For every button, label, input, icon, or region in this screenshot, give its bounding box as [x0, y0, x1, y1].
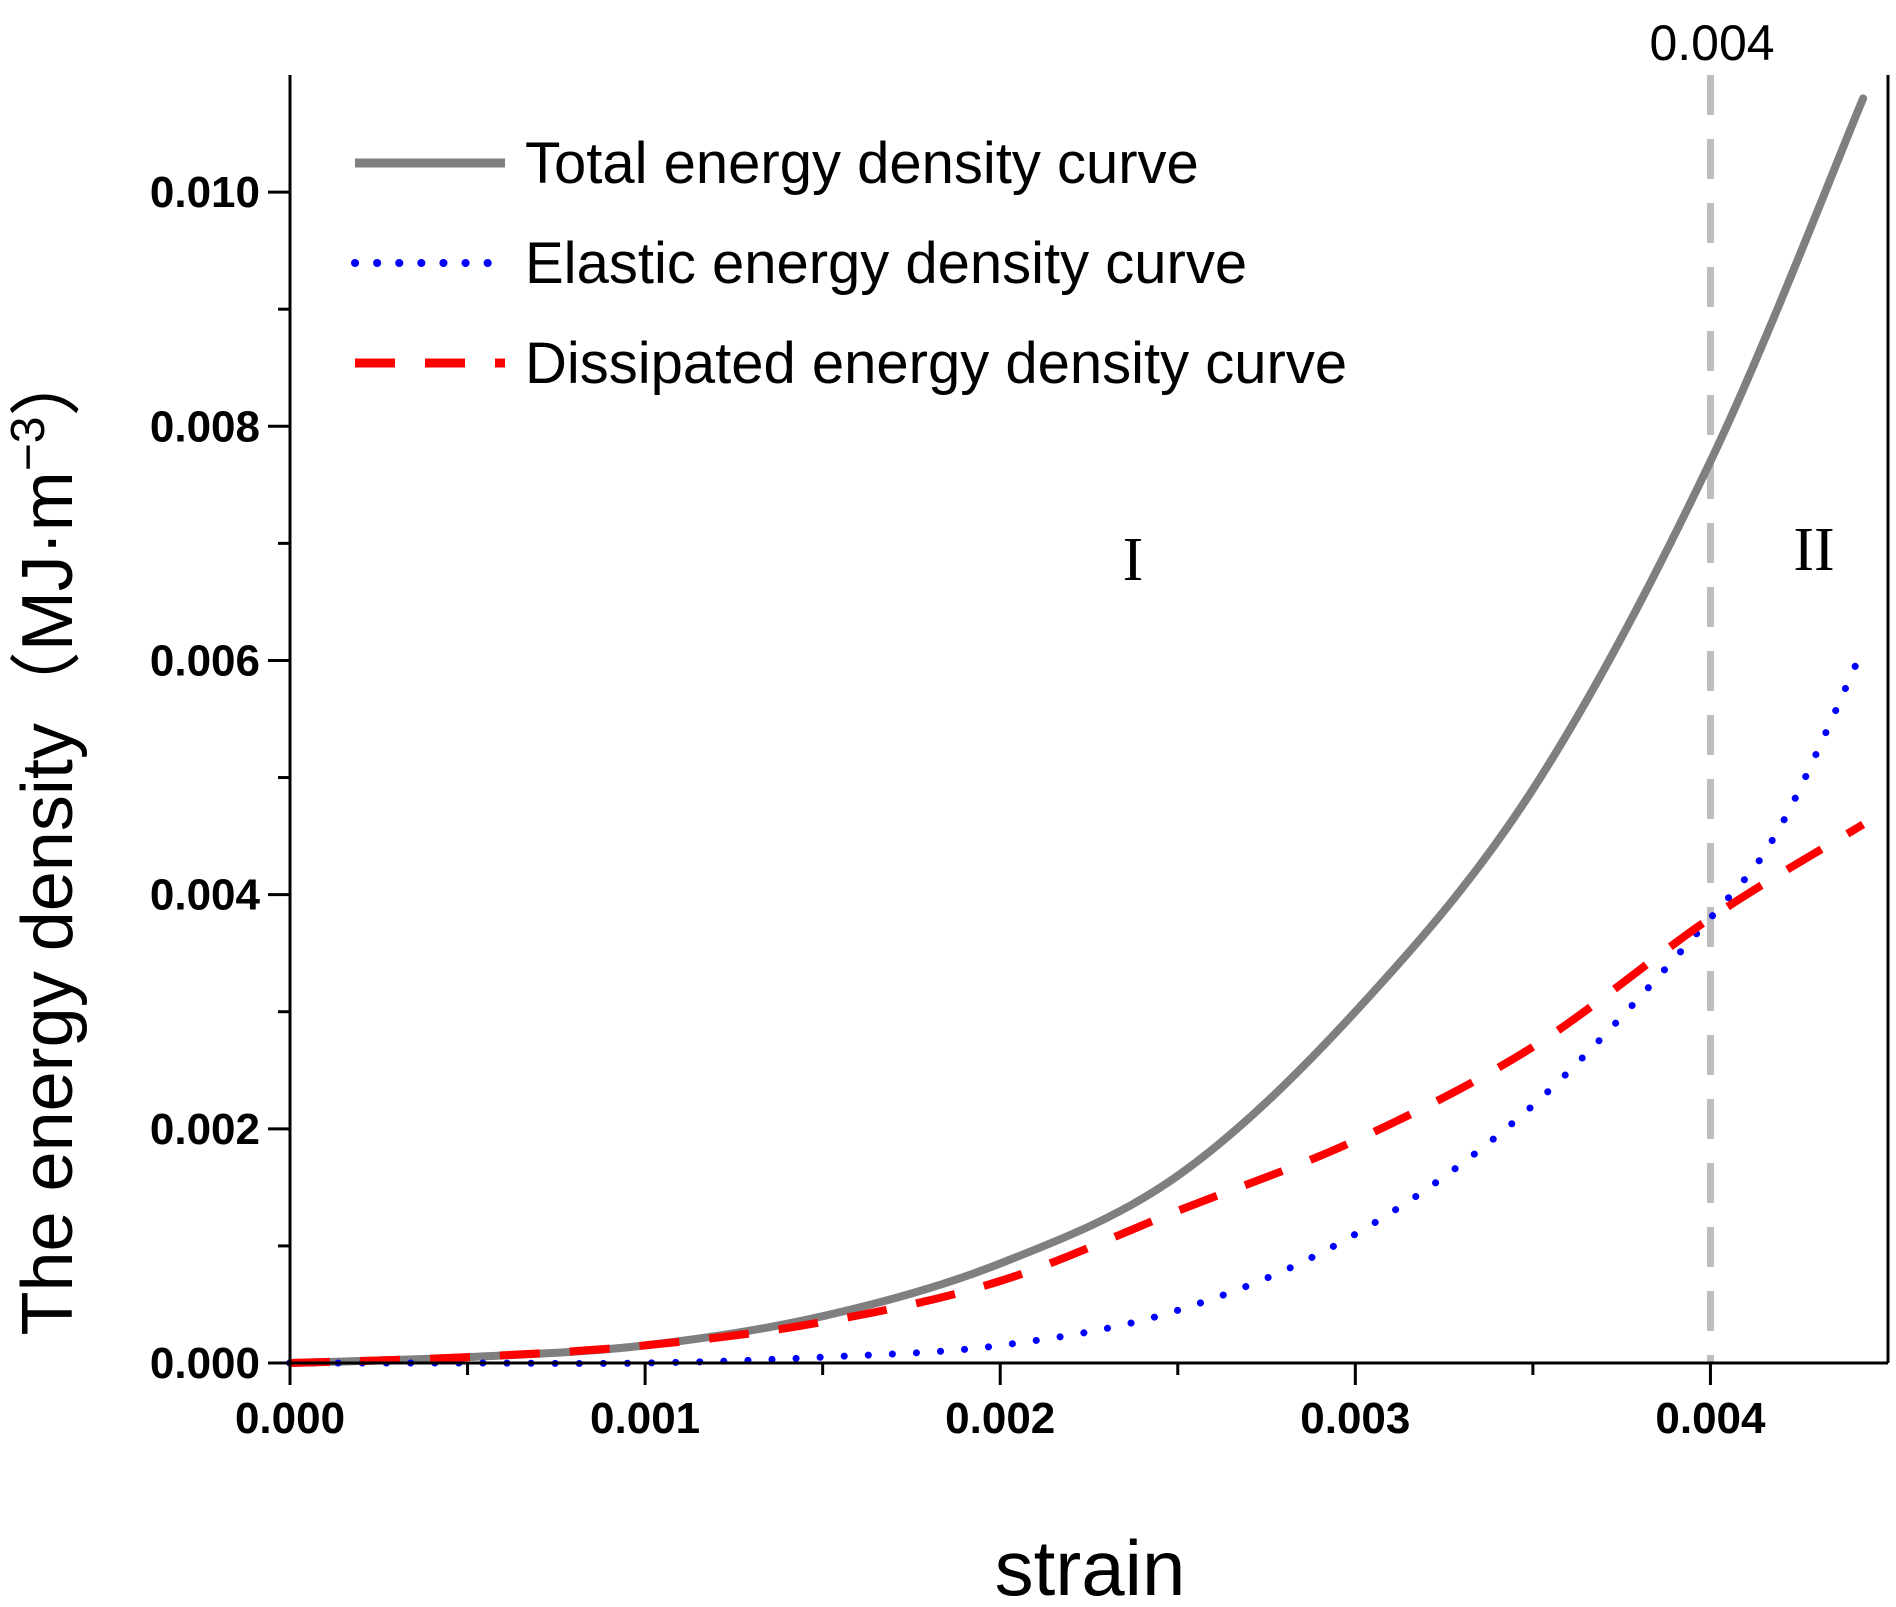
y-tick-label: 0.008 — [150, 402, 260, 451]
y-axis-title-main: The energy density（MJ·m — [8, 471, 88, 1335]
y-tick-label: 0.006 — [150, 636, 260, 685]
legend-label-total: Total energy density curve — [525, 131, 1199, 196]
x-axis-title: strain — [995, 1524, 1186, 1607]
x-tick-label: 0.003 — [1300, 1394, 1410, 1443]
y-axis-title-exponent: −3 — [2, 417, 55, 472]
legend-label-elastic: Elastic energy density curve — [525, 231, 1247, 296]
legend-label-dissipated: Dissipated energy density curve — [525, 331, 1347, 396]
legend: Total energy density curve Elastic energ… — [351, 131, 1347, 396]
x-tick-label: 0.004 — [1655, 1394, 1766, 1443]
region-label-i: I — [1123, 526, 1144, 594]
x-tick-label: 0.002 — [945, 1394, 1055, 1443]
series-layer — [286, 94, 1868, 1367]
series-line-2 — [286, 645, 1867, 1367]
x-tick-label: 0.001 — [590, 1394, 700, 1443]
series-line-3 — [289, 820, 1866, 1367]
reference-line-label: 0.004 — [1649, 15, 1774, 71]
x-tick-label: 0.000 — [235, 1394, 345, 1443]
y-axis-title-close: ） — [8, 344, 88, 416]
region-label-ii: II — [1793, 516, 1834, 584]
y-axis-title: The energy density（MJ·m−3） — [2, 344, 88, 1335]
y-tick-label: 0.002 — [150, 1105, 260, 1154]
axis-layer: 0.000 0.001 0.002 0.003 0.004 0.000 0.002 0.004… — [150, 75, 1890, 1443]
y-tick-label: 0.010 — [150, 168, 260, 217]
y-tick-label: 0.000 — [150, 1339, 260, 1388]
y-tick-label: 0.004 — [150, 871, 261, 920]
